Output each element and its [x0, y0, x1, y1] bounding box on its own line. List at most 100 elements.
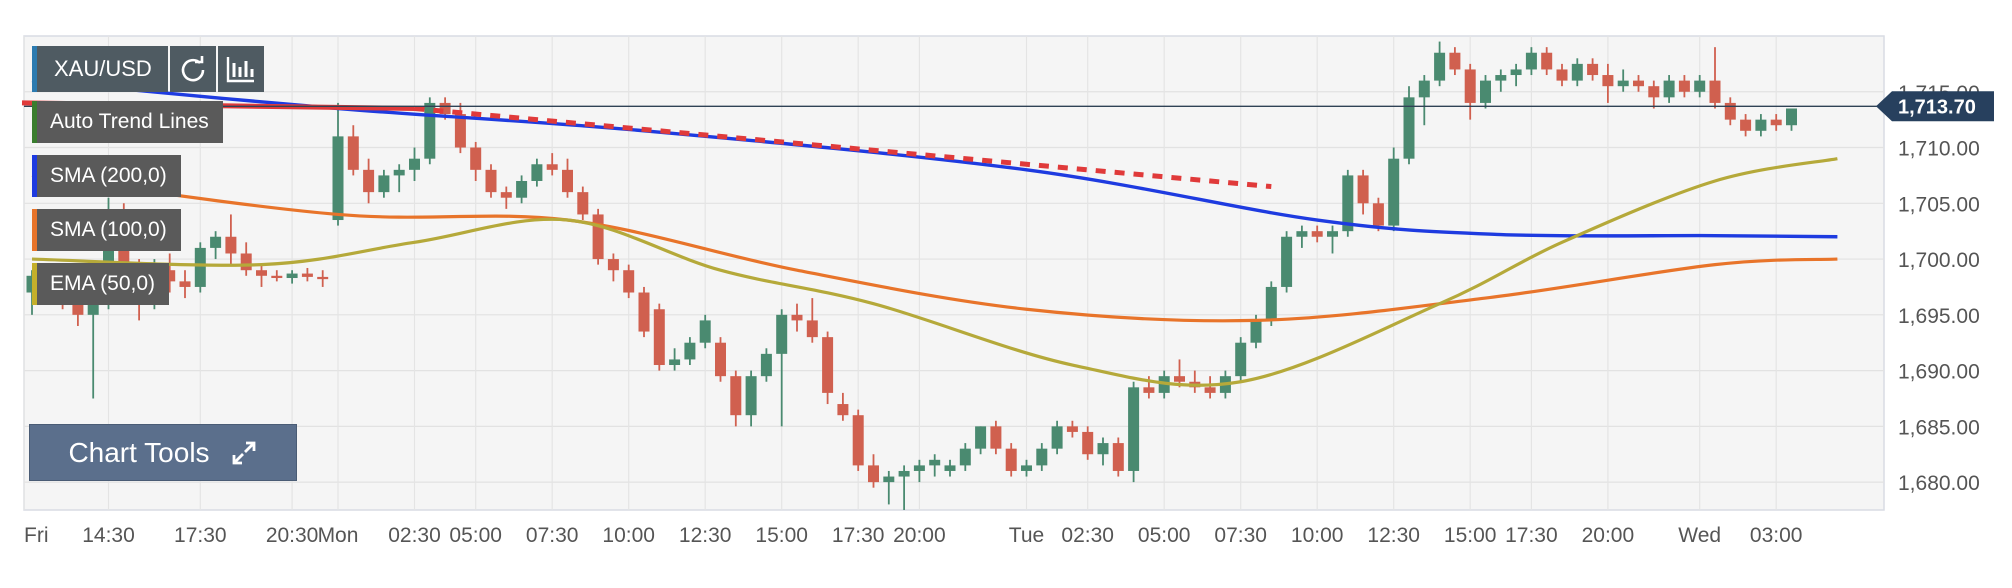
candle-body	[1066, 426, 1078, 432]
candle	[164, 253, 176, 293]
candle	[730, 370, 742, 427]
candle	[1112, 437, 1124, 477]
candle-body	[1128, 387, 1140, 471]
candle-body	[913, 465, 925, 471]
candle	[1678, 75, 1690, 98]
candle-body	[791, 314, 803, 321]
x-tick-label: 03:00	[1750, 524, 1803, 547]
candle	[1709, 47, 1721, 109]
candle-body	[317, 276, 329, 280]
candle	[1464, 63, 1476, 120]
candle	[699, 314, 711, 349]
candle	[1388, 147, 1400, 232]
indicator-swatch	[32, 101, 37, 143]
candle-body	[485, 169, 497, 193]
x-tick-label: 20:30	[266, 524, 319, 547]
candle-body	[745, 376, 757, 416]
candle	[1556, 63, 1568, 87]
candle-body	[623, 270, 635, 293]
candle	[1525, 47, 1537, 76]
candle	[1480, 75, 1491, 109]
candle	[1357, 169, 1369, 215]
candle-body	[1510, 69, 1522, 76]
candle	[592, 208, 604, 265]
y-tick-label: 1,700.00	[1898, 249, 1980, 272]
candle	[378, 169, 390, 198]
indicator-swatch	[32, 155, 37, 197]
candle	[577, 186, 589, 221]
candle-body	[975, 426, 987, 449]
candle	[562, 158, 573, 198]
candle-body	[1418, 80, 1430, 98]
candle	[959, 443, 971, 471]
candle-body	[1770, 119, 1782, 126]
candle-body	[653, 309, 665, 366]
candle	[929, 454, 941, 477]
x-tick-label: 05:00	[1138, 524, 1191, 547]
candle	[1296, 225, 1308, 248]
candle-body	[1082, 431, 1094, 455]
x-tick-label: 12:30	[1367, 524, 1420, 547]
candle	[1724, 97, 1736, 126]
candle-body	[531, 164, 543, 181]
candle-body	[87, 303, 99, 315]
candle-body	[562, 169, 573, 193]
candle	[1755, 114, 1767, 137]
candle	[653, 303, 665, 371]
symbol-toolbar: XAU/USD	[32, 46, 264, 92]
candle	[301, 267, 313, 282]
candle	[975, 426, 987, 455]
candle-body	[1204, 387, 1216, 393]
candle-body	[363, 169, 375, 193]
candle-body	[822, 337, 834, 393]
chart-tools-button[interactable]: Chart Tools	[29, 424, 297, 481]
candle	[531, 158, 543, 187]
chart-type-button[interactable]	[217, 46, 264, 92]
candle-body	[1525, 52, 1537, 70]
x-tick-label: 02:30	[1061, 524, 1114, 547]
refresh-button[interactable]	[169, 46, 216, 92]
candle-body	[225, 236, 237, 254]
candle	[1128, 381, 1140, 483]
candle-body	[1342, 175, 1354, 232]
candle	[1449, 47, 1461, 76]
candle	[485, 164, 497, 198]
indicator-sma-100[interactable]: SMA (100,0)	[32, 209, 181, 251]
candle-body	[760, 353, 772, 377]
candle-body	[470, 147, 482, 170]
candle	[1051, 420, 1063, 455]
candle-body	[347, 136, 359, 170]
candle	[669, 348, 681, 371]
indicator-label: SMA (100,0)	[50, 218, 167, 241]
candle-body	[1571, 63, 1583, 81]
candle-body	[1556, 69, 1568, 81]
x-tick-label: 10:00	[1291, 524, 1344, 547]
candle	[87, 292, 99, 399]
candle	[271, 270, 283, 282]
candle-body	[1372, 203, 1384, 226]
candle-body	[1587, 63, 1599, 76]
candle	[1602, 63, 1614, 103]
candle-body	[990, 426, 1002, 449]
candle	[409, 147, 420, 181]
candle	[990, 420, 1002, 455]
candle	[623, 264, 635, 299]
indicator-label: EMA (50,0)	[50, 272, 156, 295]
candle-body	[1602, 75, 1614, 87]
candle-body	[256, 270, 267, 276]
candle	[684, 337, 696, 366]
indicator-auto-trend[interactable]: Auto Trend Lines	[32, 101, 223, 143]
indicator-ema-50[interactable]: EMA (50,0)	[32, 263, 170, 305]
candle-body	[852, 415, 864, 466]
candle-body	[1021, 465, 1032, 471]
candle	[1372, 197, 1384, 232]
candle	[546, 153, 558, 176]
candle	[1434, 41, 1446, 87]
candle	[1097, 437, 1109, 466]
symbol-label[interactable]: XAU/USD	[32, 46, 168, 92]
refresh-icon	[181, 56, 205, 82]
candle-body	[1403, 97, 1415, 159]
indicator-sma-200[interactable]: SMA (200,0)	[32, 155, 181, 197]
y-tick-label: 1,690.00	[1898, 361, 1980, 384]
